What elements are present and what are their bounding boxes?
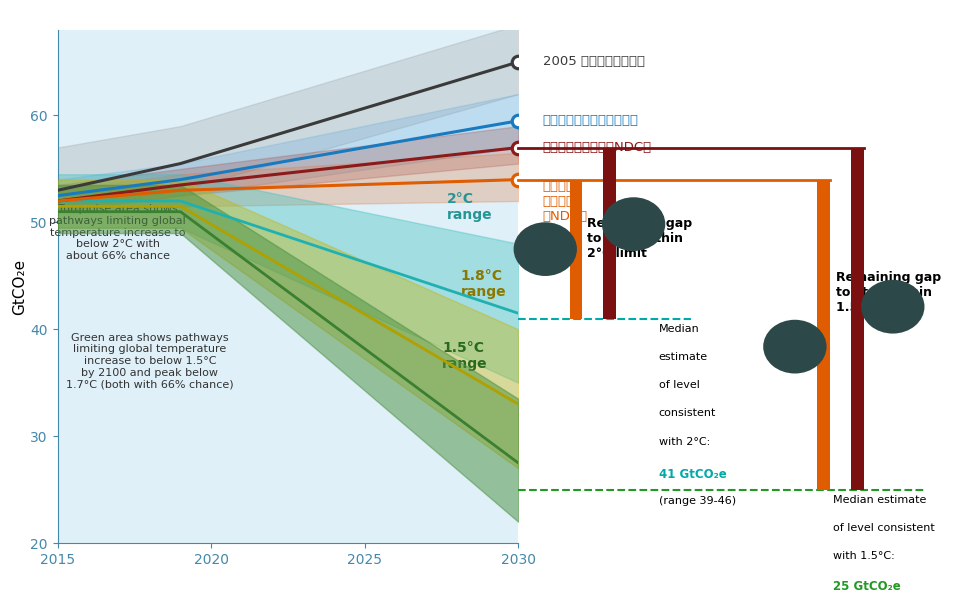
Text: 32: 32 — [880, 293, 905, 310]
Text: 41 GtCO₂e: 41 GtCO₂e — [659, 467, 727, 481]
Text: GtCO₂e: GtCO₂e — [780, 357, 810, 366]
Text: Median estimate: Median estimate — [833, 495, 926, 505]
Text: 条件なし国別目標（NDC）: 条件なし国別目標（NDC） — [542, 141, 652, 154]
Text: 25 GtCO₂e: 25 GtCO₂e — [833, 580, 901, 593]
Text: estimate: estimate — [659, 352, 708, 362]
Text: Remaining gap
to stay within
2°C limit: Remaining gap to stay within 2°C limit — [587, 217, 691, 260]
Text: consistent: consistent — [659, 408, 716, 418]
Text: (range 39-46): (range 39-46) — [659, 496, 735, 506]
Text: 2°C
range: 2°C range — [447, 192, 492, 222]
Text: Green area shows pathways
limiting global temperature
increase to below 1.5°C
by: Green area shows pathways limiting globa… — [66, 333, 233, 389]
Text: 15: 15 — [621, 210, 646, 227]
Text: Median: Median — [659, 324, 699, 334]
Text: 29: 29 — [782, 333, 807, 350]
Text: 条件なし国別目標のケース: 条件なし国別目標のケース — [852, 287, 862, 351]
Text: 1.5°C
range: 1.5°C range — [443, 341, 488, 371]
Text: with 1.5°C:: with 1.5°C: — [833, 552, 895, 561]
Text: GtCO₂e: GtCO₂e — [618, 235, 649, 244]
Text: 12: 12 — [533, 235, 558, 253]
Text: 条件付き国別目標のケース: 条件付き国別目標のケース — [571, 217, 581, 281]
Y-axis label: GtCO₂e: GtCO₂e — [12, 259, 28, 315]
Text: of level consistent: of level consistent — [833, 523, 935, 533]
Text: Remaining gap
to stay within
1.5°C limit: Remaining gap to stay within 1.5°C limit — [835, 272, 941, 315]
Text: 条件なし国別目標のケース: 条件なし国別目標のケース — [605, 201, 614, 265]
Text: 現在の政策を維持する場合: 現在の政策を維持する場合 — [542, 114, 638, 127]
Text: of level: of level — [659, 380, 700, 390]
Text: with 2°C:: with 2°C: — [659, 437, 709, 447]
Text: 条件付き
国別目標
（NDC）: 条件付き 国別目標 （NDC） — [542, 180, 588, 223]
Text: 条件付き国別目標のケース: 条件付き国別目標のケース — [819, 303, 828, 367]
Text: 1.8°C
range: 1.8°C range — [461, 269, 507, 299]
Text: GtCO₂e: GtCO₂e — [530, 260, 561, 269]
Text: GtCO₂e: GtCO₂e — [877, 317, 908, 326]
Text: Turquoise area shows
pathways limiting global
temperature increase to
below 2°C : Turquoise area shows pathways limiting g… — [49, 204, 186, 261]
Text: 2005 年の政策シナリオ: 2005 年の政策シナリオ — [542, 56, 645, 69]
